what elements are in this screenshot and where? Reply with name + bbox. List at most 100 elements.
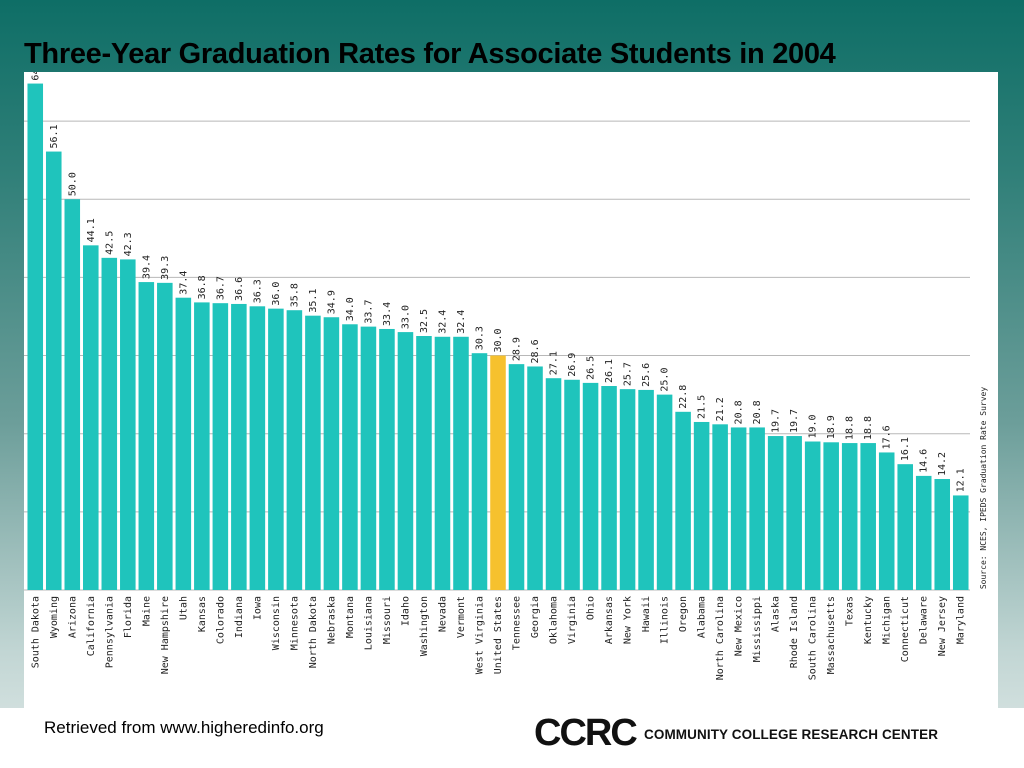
bar [286, 310, 303, 590]
category-label: Idaho [400, 596, 411, 626]
bar [767, 436, 784, 590]
bar [379, 328, 395, 590]
chart-panel: 64.8 South Dakota 56.1 Wyoming 50.0 Arizona 44… [24, 72, 998, 708]
category-label: United States [493, 596, 504, 674]
bar [823, 442, 839, 590]
bar-value-label: 35.1 [308, 289, 319, 313]
bar-value-label: 42.3 [123, 232, 134, 256]
bar [416, 336, 432, 590]
bar-value-label: 26.5 [586, 356, 597, 380]
bar-value-label: 39.3 [160, 256, 171, 280]
category-label: Alaska [771, 596, 782, 632]
bar-value-label: 25.6 [641, 363, 652, 387]
category-label: Pennsylvania [104, 596, 115, 668]
bar-value-label: 12.1 [956, 468, 967, 492]
bar-value-label: 32.4 [456, 310, 467, 334]
bar [138, 282, 155, 590]
bar-value-label: 32.5 [419, 309, 430, 333]
bar [397, 332, 414, 590]
bar-value-label: 36.3 [252, 279, 263, 303]
category-label: New York [623, 596, 634, 644]
category-label: Illinois [660, 596, 671, 644]
category-label: Colorado [215, 596, 226, 644]
category-label: Wyoming [49, 596, 60, 638]
bar [841, 443, 858, 590]
bar [508, 364, 525, 590]
bar-value-label: 39.4 [141, 255, 152, 279]
bar-value-label: 37.4 [178, 271, 189, 295]
category-label: Montana [345, 596, 356, 638]
bar-value-label: 33.7 [363, 300, 374, 324]
bar [27, 83, 44, 590]
category-label: California [86, 596, 97, 656]
bar-value-label: 34.9 [326, 290, 337, 314]
bar [64, 199, 81, 590]
bar-value-label: 33.4 [382, 302, 393, 326]
bar-value-label: 21.5 [697, 395, 708, 419]
category-label: New Mexico [734, 596, 745, 656]
category-label: Nebraska [326, 596, 337, 644]
ccrc-logo: CCRC [534, 712, 638, 754]
bar-value-label: 64.8 [30, 72, 41, 81]
bar-value-label: 18.8 [863, 416, 874, 440]
bar [175, 297, 192, 590]
bar [601, 386, 617, 590]
bar-value-label: 35.8 [289, 283, 300, 307]
bar-value-label: 14.6 [919, 449, 930, 473]
category-label: Vermont [456, 596, 467, 638]
bar [619, 389, 636, 590]
bar-value-label: 27.1 [549, 351, 560, 375]
category-label: Hawaii [641, 596, 652, 632]
category-label: Georgia [530, 596, 541, 638]
org-name: COMMUNITY COLLEGE RESEARCH CENTER [644, 727, 939, 742]
bar [212, 303, 229, 590]
category-label: Oklahoma [549, 596, 560, 644]
category-label: Iowa [252, 596, 263, 620]
bar [342, 324, 358, 590]
bar [323, 317, 340, 590]
bar [249, 306, 266, 590]
bar-value-label: 14.2 [937, 452, 948, 476]
bar [157, 282, 173, 590]
bar [656, 394, 673, 590]
bar-value-label: 22.8 [678, 385, 689, 409]
category-label: Tennessee [512, 596, 523, 650]
bar [712, 424, 728, 590]
bar [545, 378, 562, 590]
bar-value-label: 26.9 [567, 353, 578, 377]
bar [268, 308, 284, 590]
category-label: New Hampshire [160, 596, 171, 674]
bar-value-label: 36.7 [215, 276, 226, 300]
slide-title: Three-Year Graduation Rates for Associat… [24, 38, 836, 70]
bar [120, 259, 136, 590]
bar-value-label: 25.0 [660, 368, 671, 392]
bar [675, 411, 691, 590]
bar [638, 389, 654, 590]
category-label: Wisconsin [271, 596, 282, 650]
bar-value-label: 36.6 [234, 277, 245, 301]
bar-value-label: 34.0 [345, 297, 356, 321]
category-label: Connecticut [900, 596, 911, 662]
category-label: North Carolina [715, 596, 726, 680]
bar [527, 366, 543, 590]
bar-value-label: 33.0 [400, 305, 411, 329]
bar [878, 452, 895, 590]
bar-value-label: 26.1 [604, 359, 615, 383]
category-label: South Dakota [30, 596, 41, 668]
bar [434, 336, 451, 590]
bar [305, 315, 321, 590]
bar [952, 495, 969, 590]
bar [490, 355, 506, 590]
bar-value-label: 19.7 [771, 409, 782, 433]
category-label: Arkansas [604, 596, 615, 644]
bar-value-label: 18.9 [826, 415, 837, 439]
category-label: Virginia [567, 596, 578, 644]
bar-value-label: 20.8 [752, 400, 763, 424]
category-label: Oregon [678, 596, 689, 632]
bar [564, 379, 580, 590]
bar-value-label: 18.8 [845, 416, 856, 440]
category-label: Alabama [697, 596, 708, 638]
bar [915, 475, 932, 590]
category-label: Rhode Island [789, 596, 800, 668]
category-label: Delaware [919, 596, 930, 644]
